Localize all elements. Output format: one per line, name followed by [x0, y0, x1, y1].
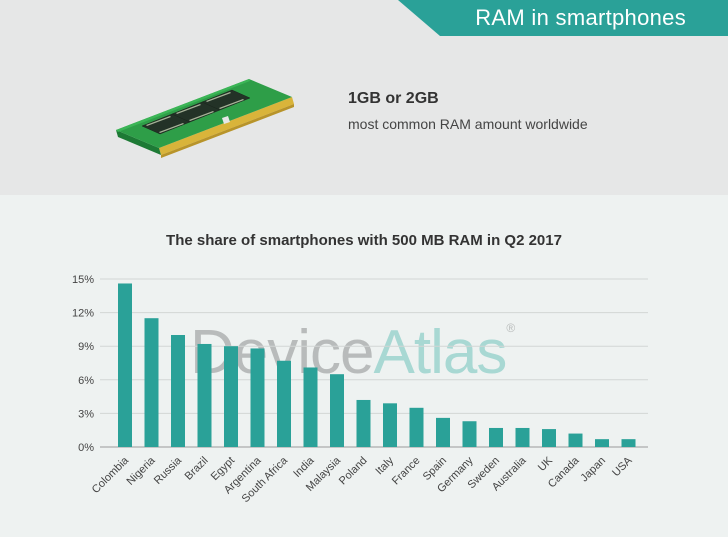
x-tick-label: Japan — [578, 455, 608, 485]
bar — [383, 403, 397, 447]
bar — [515, 427, 530, 447]
x-tick-label: Colombia — [90, 454, 132, 496]
header-section: RAM in smartphones — [0, 0, 728, 195]
watermark-logo: DeviceAtlas® — [190, 321, 515, 384]
ram-stat-value: 1GB or 2GB — [348, 90, 439, 107]
banner-title: RAM in smartphones — [475, 5, 686, 30]
bar — [542, 429, 556, 447]
bar — [595, 439, 609, 447]
bar — [409, 407, 424, 447]
bar — [118, 283, 132, 447]
x-tick-label: Italy — [373, 454, 396, 477]
bar-chart: 0% 3% 6% 9% 12% 15% ColombiaNigeriaRussiaBrazi… — [72, 274, 648, 505]
bar — [224, 346, 238, 447]
x-tick-label: Poland — [337, 455, 370, 488]
watermark-mark: ® — [506, 321, 515, 335]
bar — [277, 360, 291, 447]
x-tick-label: USA — [610, 454, 635, 479]
y-tick-label: 15% — [72, 274, 94, 286]
bar — [462, 421, 477, 447]
title-banner: RAM in smartphones — [398, 0, 728, 36]
bar — [197, 343, 212, 447]
bar — [621, 439, 636, 447]
ram-module-icon — [104, 52, 304, 167]
y-tick-label: 12% — [72, 308, 94, 320]
x-tick-label: Russia — [152, 454, 185, 487]
bar — [303, 367, 318, 447]
ram-stat-description: most common RAM amount worldwide — [348, 116, 588, 132]
bar — [436, 417, 450, 447]
y-tick-label: 0% — [78, 442, 94, 454]
bar — [171, 335, 185, 447]
y-tick-label: 3% — [78, 408, 94, 420]
bar — [250, 348, 265, 447]
chart-title: The share of smartphones with 500 MB RAM… — [166, 232, 562, 249]
x-tick-label: Nigeria — [124, 454, 158, 488]
x-tick-label: Brazil — [183, 455, 211, 483]
bar — [356, 399, 371, 447]
bar — [144, 318, 159, 447]
bar — [568, 433, 583, 447]
y-tick-label: 6% — [78, 375, 94, 387]
y-tick-label: 9% — [78, 341, 94, 353]
x-tick-label: France — [390, 455, 423, 488]
bar — [330, 374, 344, 447]
x-tick-label: UK — [536, 454, 556, 474]
watermark-part2: Atlas — [373, 318, 508, 387]
bar — [489, 427, 503, 447]
